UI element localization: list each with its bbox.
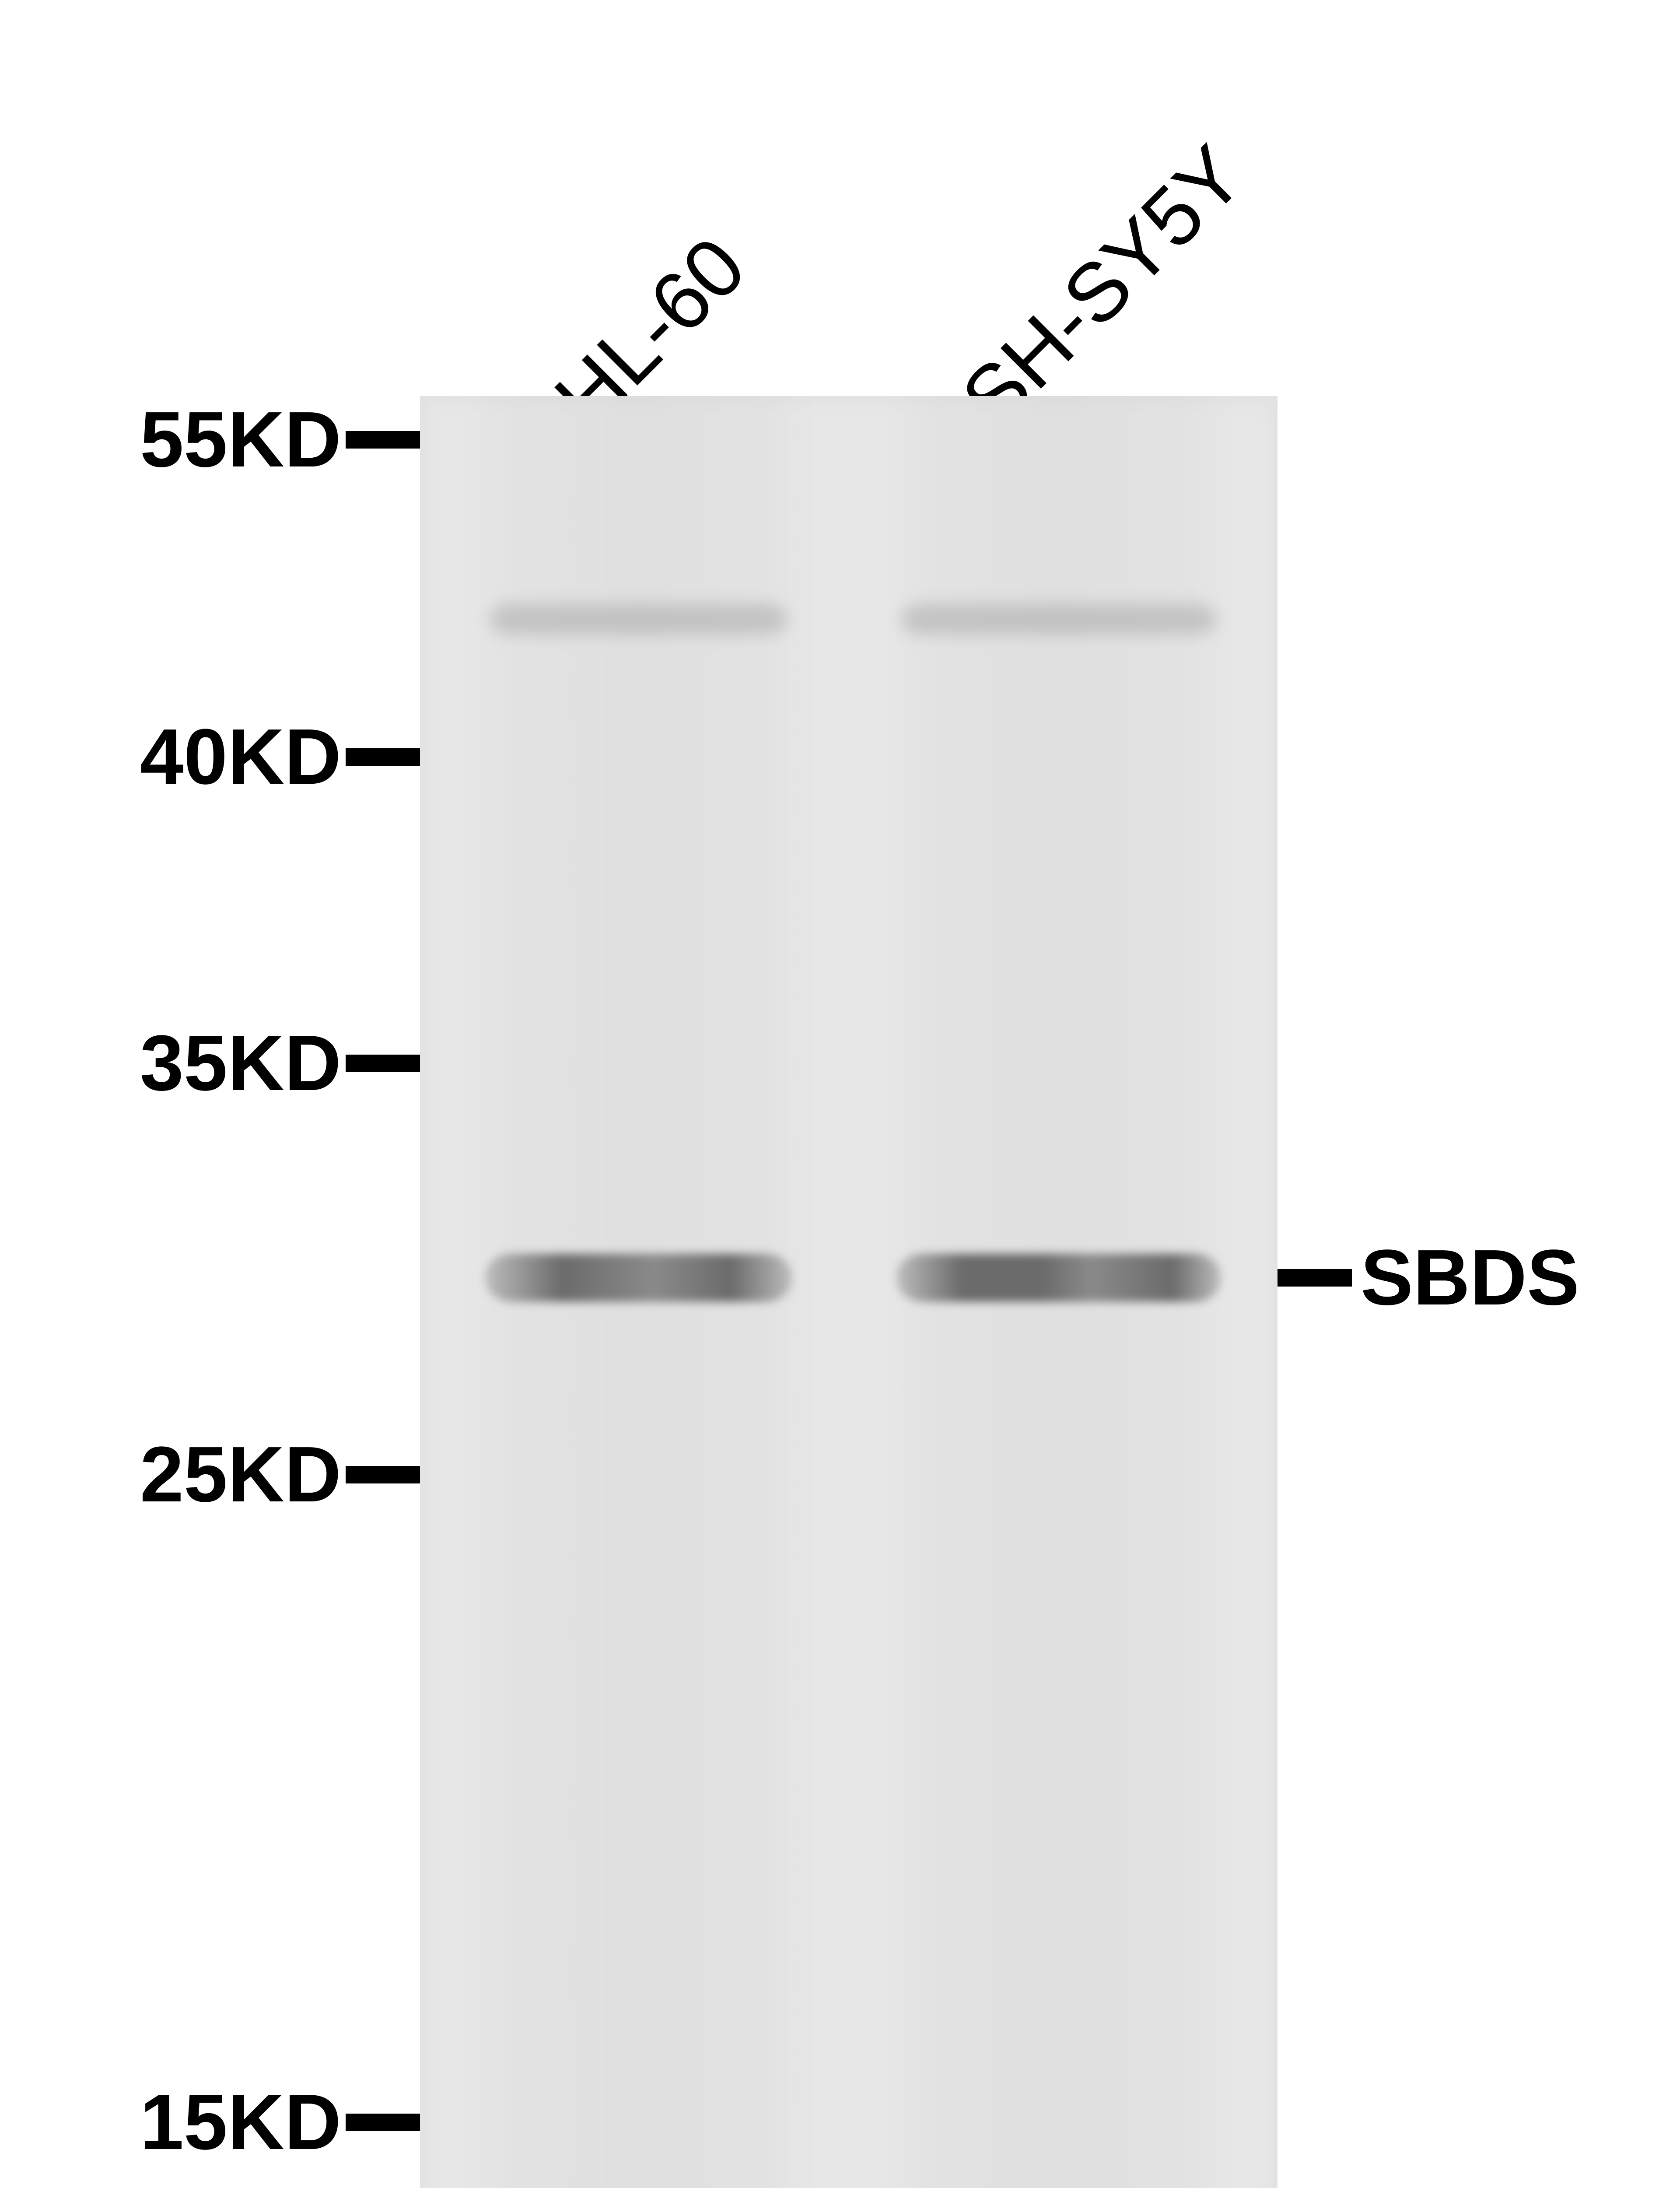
mw-label-55kd: 55KD <box>140 400 341 479</box>
protein-tick <box>1278 1269 1352 1287</box>
blot-membrane <box>420 396 1278 2188</box>
mw-tick-25kd <box>346 1466 420 1483</box>
mw-label-25kd: 25KD <box>140 1435 341 1514</box>
sbds-band-lane2 <box>897 1254 1221 1302</box>
protein-label-sbds: SBDS <box>1361 1238 1579 1317</box>
mw-label-35kd: 35KD <box>140 1024 341 1103</box>
mw-tick-15kd <box>346 2114 420 2131</box>
sbds-band-lane1 <box>486 1254 792 1302</box>
mw-label-40kd: 40KD <box>140 718 341 796</box>
nonspecific-band-lane1 <box>490 604 788 635</box>
blot-figure: HL-60 SH-SY5Y 55KD 40KD 35KD 25KD 15KD S… <box>0 0 1680 2188</box>
nonspecific-band-lane2 <box>901 604 1216 635</box>
mw-label-15kd: 15KD <box>140 2083 341 2162</box>
mw-tick-40kd <box>346 748 420 766</box>
lane-label-shsy5y: SH-SY5Y <box>948 132 1258 442</box>
mw-tick-35kd <box>346 1055 420 1072</box>
mw-tick-55kd <box>346 431 420 449</box>
